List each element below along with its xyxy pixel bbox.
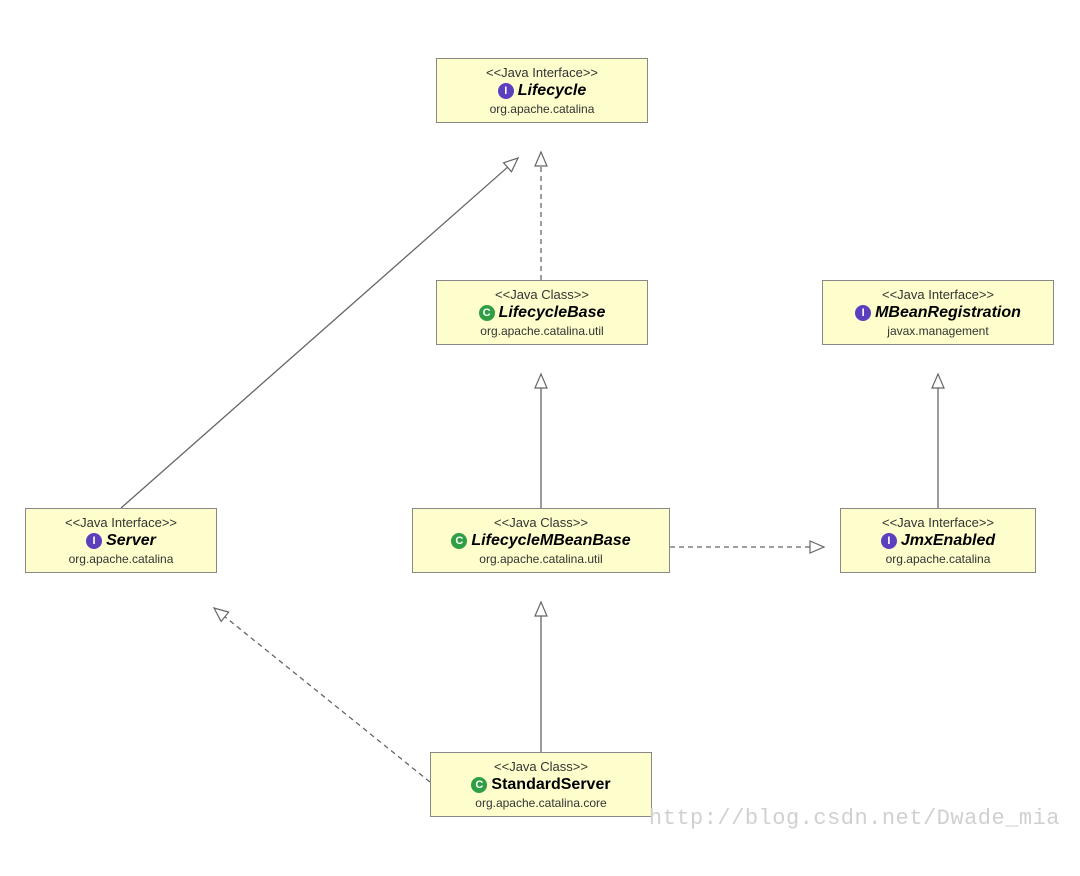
class-name: Server (106, 532, 156, 550)
node-mbeanregistration: <<Java Interface>> I MBeanRegistration j… (822, 280, 1054, 345)
package-label: org.apache.catalina.util (423, 552, 659, 566)
stereotype: <<Java Interface>> (851, 515, 1025, 530)
interface-icon: I (498, 83, 514, 99)
stereotype: <<Java Class>> (423, 515, 659, 530)
interface-icon: I (86, 533, 102, 549)
stereotype: <<Java Interface>> (36, 515, 206, 530)
stereotype: <<Java Class>> (447, 287, 637, 302)
package-label: org.apache.catalina.util (447, 324, 637, 338)
node-standardserver: <<Java Class>> C StandardServer org.apac… (430, 752, 652, 817)
class-name: StandardServer (491, 776, 610, 794)
package-label: org.apache.catalina (447, 102, 637, 116)
node-jmxenabled: <<Java Interface>> I JmxEnabled org.apac… (840, 508, 1036, 573)
node-lifecyclebase: <<Java Class>> C LifecycleBase org.apach… (436, 280, 648, 345)
package-label: org.apache.catalina.core (441, 796, 641, 810)
watermark-text: http://blog.csdn.net/Dwade_mia (649, 806, 1060, 831)
class-name: LifecycleMBeanBase (471, 532, 630, 550)
class-name: MBeanRegistration (875, 304, 1021, 322)
package-label: javax.management (833, 324, 1043, 338)
package-label: org.apache.catalina (36, 552, 206, 566)
stereotype: <<Java Class>> (441, 759, 641, 774)
interface-icon: I (881, 533, 897, 549)
diagram-edges (0, 0, 1080, 876)
stereotype: <<Java Interface>> (447, 65, 637, 80)
package-label: org.apache.catalina (851, 552, 1025, 566)
node-server: <<Java Interface>> I Server org.apache.c… (25, 508, 217, 573)
class-icon: C (451, 533, 467, 549)
class-name: LifecycleBase (499, 304, 606, 322)
node-lifecycle: <<Java Interface>> I Lifecycle org.apach… (436, 58, 648, 123)
stereotype: <<Java Interface>> (833, 287, 1043, 302)
node-lifecyclembeanbase: <<Java Class>> C LifecycleMBeanBase org.… (412, 508, 670, 573)
class-icon: C (479, 305, 495, 321)
class-icon: C (471, 777, 487, 793)
class-name: Lifecycle (518, 82, 586, 100)
class-name: JmxEnabled (901, 532, 995, 550)
interface-icon: I (855, 305, 871, 321)
